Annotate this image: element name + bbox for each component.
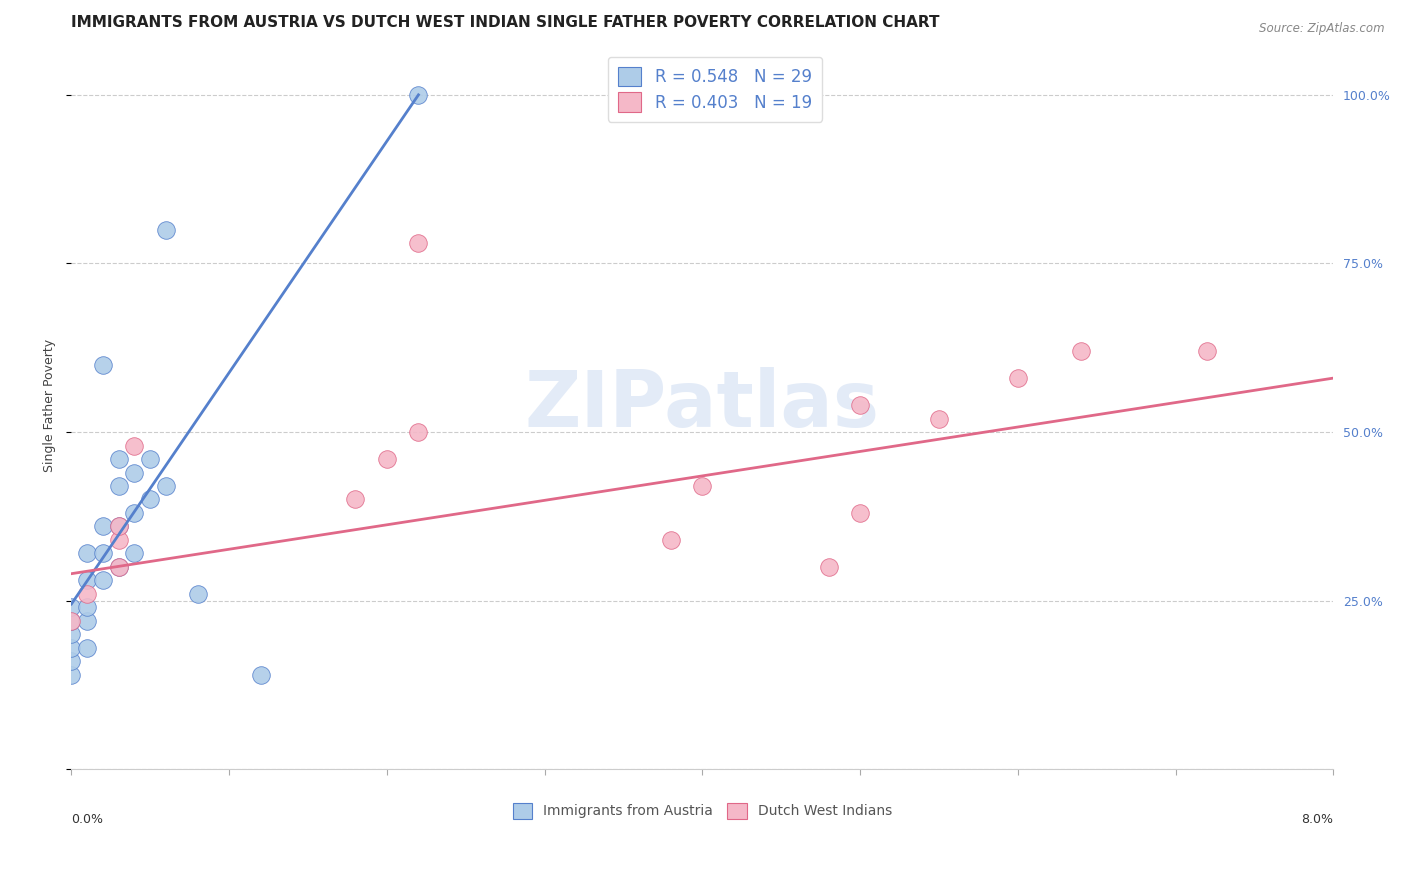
Point	[76, 640, 98, 655]
Point	[155, 479, 177, 493]
Point	[91, 519, 114, 533]
Point	[408, 236, 430, 251]
Point	[60, 654, 83, 668]
Point	[124, 506, 146, 520]
Point	[107, 560, 129, 574]
Point	[1070, 344, 1092, 359]
Point	[849, 398, 872, 412]
Point	[139, 492, 162, 507]
Point	[107, 533, 129, 547]
Text: 0.0%: 0.0%	[72, 813, 104, 826]
Point	[1197, 344, 1219, 359]
Point	[76, 614, 98, 628]
Point	[60, 640, 83, 655]
Y-axis label: Single Father Poverty: Single Father Poverty	[44, 339, 56, 472]
Point	[187, 587, 209, 601]
Point	[107, 479, 129, 493]
Point	[124, 438, 146, 452]
Point	[124, 546, 146, 560]
Point	[124, 466, 146, 480]
Legend: Immigrants from Austria, Dutch West Indians: Immigrants from Austria, Dutch West Indi…	[508, 797, 897, 824]
Point	[107, 519, 129, 533]
Point	[692, 479, 714, 493]
Point	[60, 614, 83, 628]
Text: Source: ZipAtlas.com: Source: ZipAtlas.com	[1260, 22, 1385, 36]
Point	[60, 668, 83, 682]
Point	[60, 600, 83, 615]
Point	[408, 87, 430, 102]
Point	[91, 358, 114, 372]
Point	[107, 519, 129, 533]
Point	[375, 452, 398, 467]
Point	[76, 587, 98, 601]
Point	[107, 452, 129, 467]
Point	[408, 425, 430, 439]
Text: 8.0%: 8.0%	[1302, 813, 1333, 826]
Point	[60, 614, 83, 628]
Point	[76, 600, 98, 615]
Point	[849, 506, 872, 520]
Point	[249, 668, 271, 682]
Point	[155, 223, 177, 237]
Point	[107, 560, 129, 574]
Point	[928, 411, 950, 425]
Text: IMMIGRANTS FROM AUSTRIA VS DUTCH WEST INDIAN SINGLE FATHER POVERTY CORRELATION C: IMMIGRANTS FROM AUSTRIA VS DUTCH WEST IN…	[72, 15, 939, 30]
Point	[817, 560, 839, 574]
Point	[91, 546, 114, 560]
Point	[60, 627, 83, 641]
Point	[344, 492, 367, 507]
Point	[76, 546, 98, 560]
Text: ZIPatlas: ZIPatlas	[524, 368, 880, 443]
Point	[139, 452, 162, 467]
Point	[91, 574, 114, 588]
Point	[659, 533, 682, 547]
Point	[76, 574, 98, 588]
Point	[1007, 371, 1029, 385]
